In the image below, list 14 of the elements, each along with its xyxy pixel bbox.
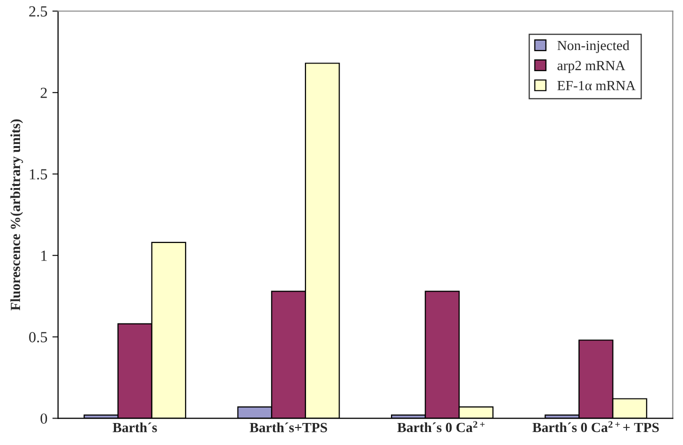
y-tick-label: 1.5 <box>30 169 48 180</box>
legend-label: EF-1α mRNA <box>557 80 636 90</box>
legend-label: Non-injected <box>557 40 630 54</box>
y-tick-label: 2 <box>40 88 47 98</box>
y-tick-label: 2.5 <box>29 6 48 17</box>
x-tick-label: Barth´s 0 Ca$^{2+}$ <box>397 421 485 432</box>
x-tick-label: Barth´s <box>112 422 157 432</box>
x-tick-label: Barth´s+TPS <box>250 422 328 432</box>
y-tick-label: 1 <box>41 250 47 261</box>
y-axis-title: Fluorescence %(arbitrary units) <box>10 119 23 310</box>
x-tick-label: Barth´s 0 Ca$^{2+}$+ TPS <box>532 421 659 432</box>
y-tick-label: 0.5 <box>29 332 48 342</box>
legend-label: arp2 mRNA <box>558 60 626 74</box>
y-tick-label: 0 <box>40 413 48 424</box>
